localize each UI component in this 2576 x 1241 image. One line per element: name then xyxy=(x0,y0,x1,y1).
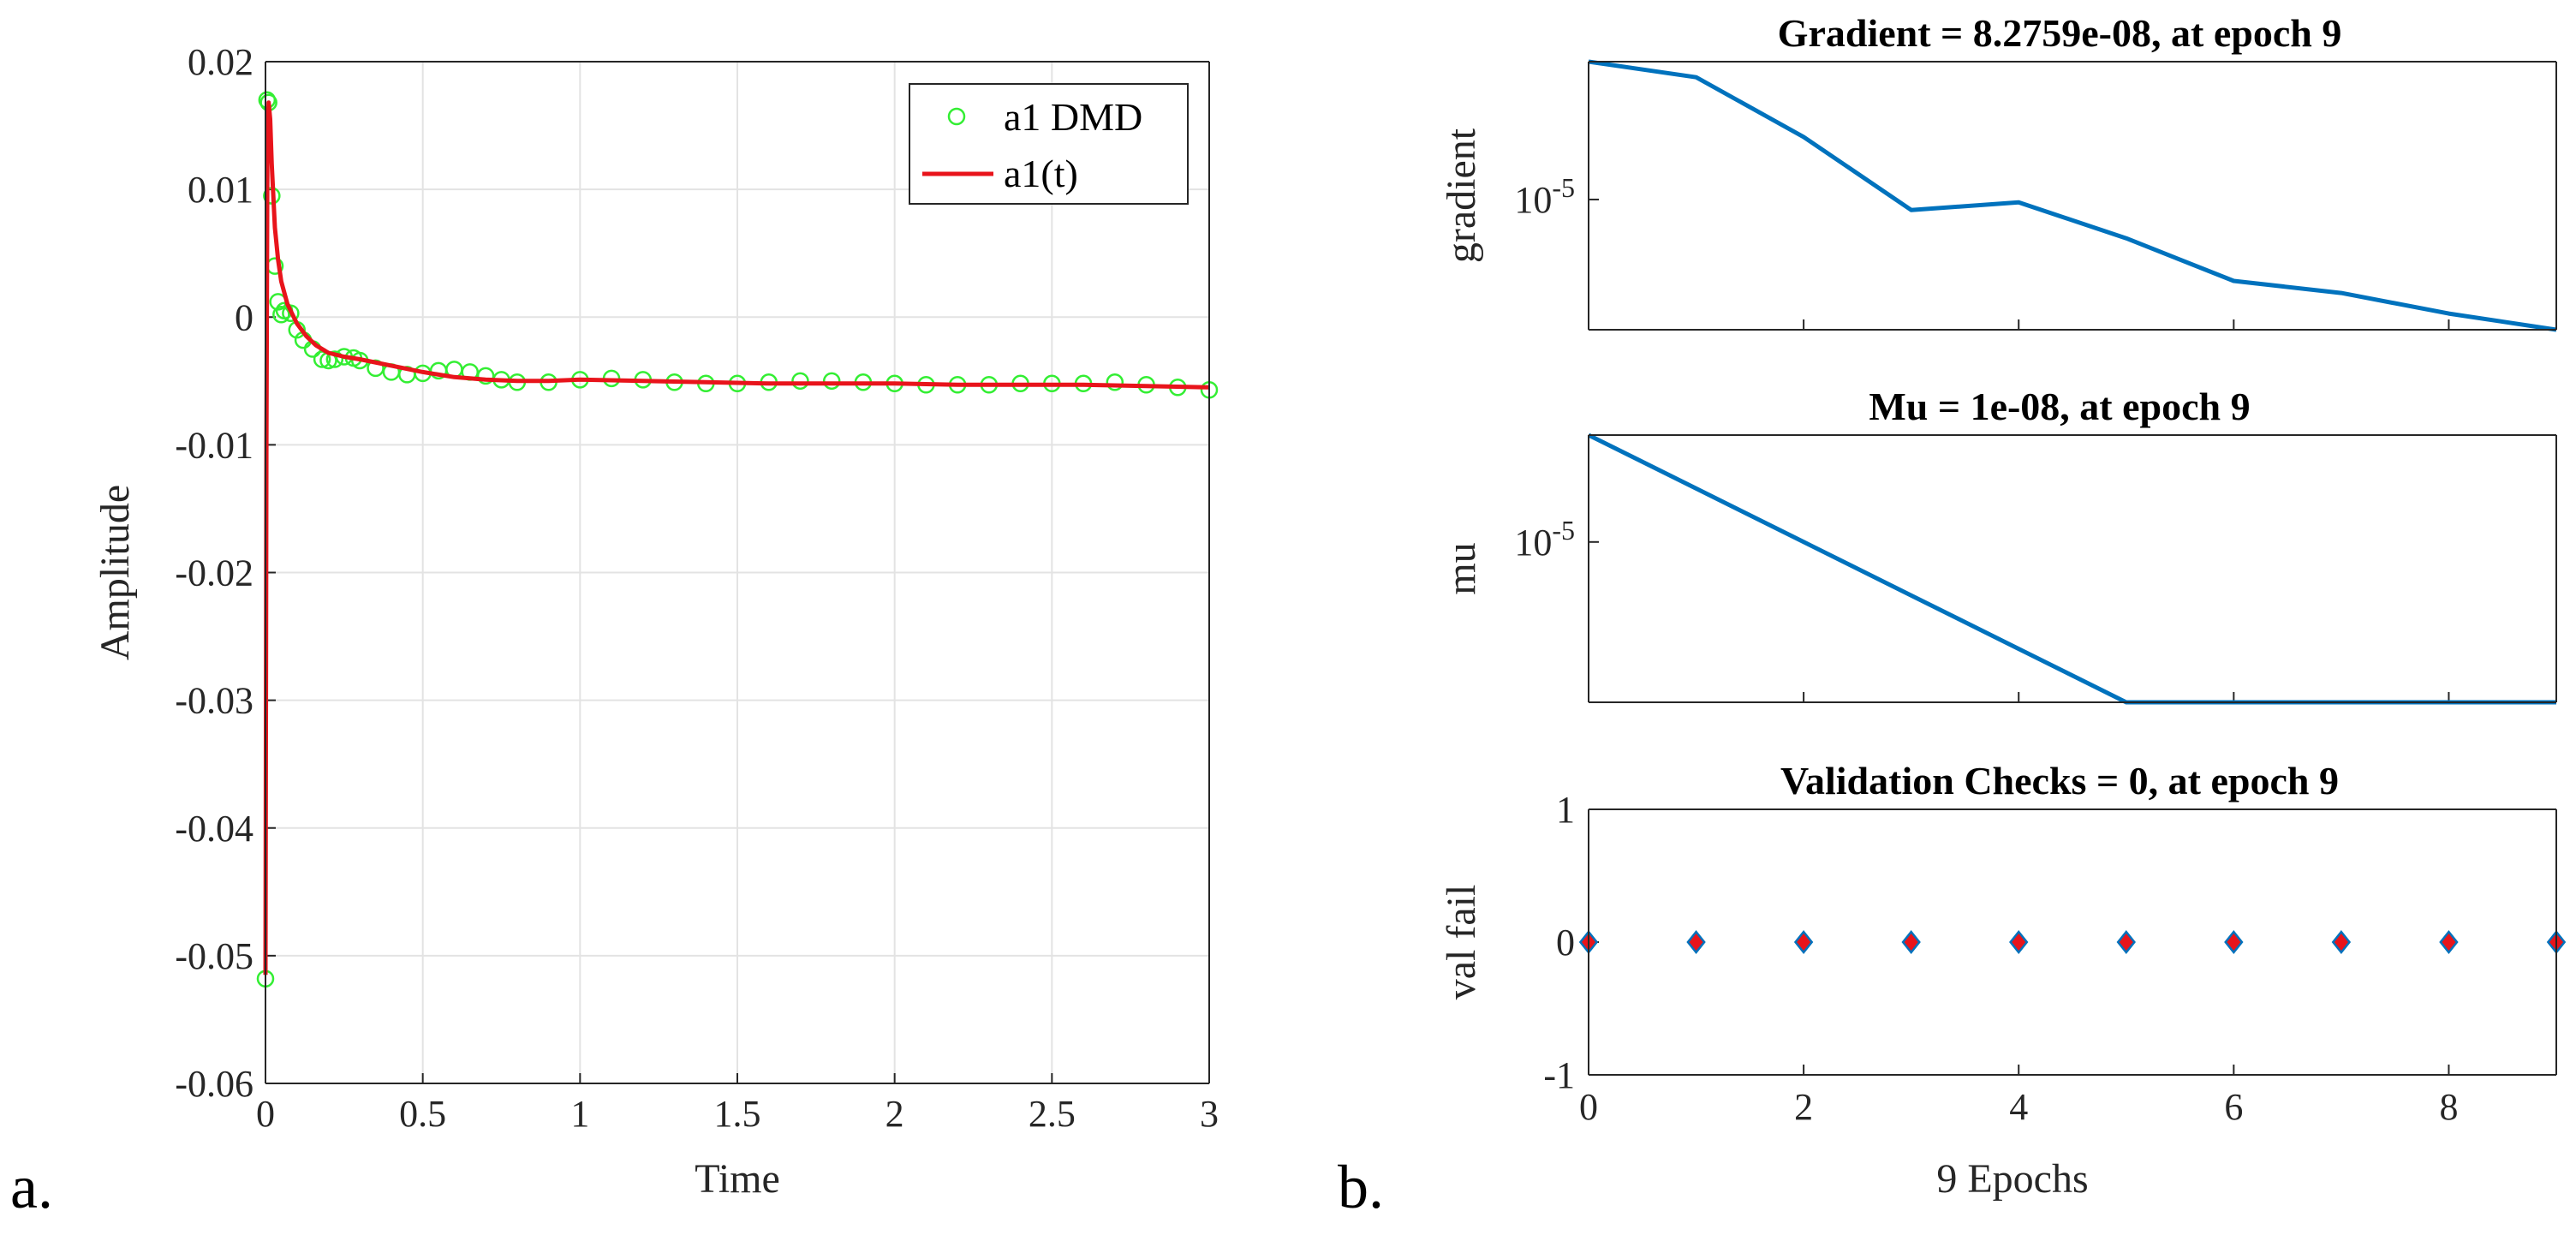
mu-y-axis-label: mu xyxy=(1439,542,1484,594)
panel-a-label: a. xyxy=(10,1153,53,1221)
val-fail-plot-area xyxy=(1589,809,2556,1075)
val-fail-y-tick-label: 0 xyxy=(1556,922,1575,964)
a1-dmd-point xyxy=(476,367,495,385)
val-fail-x-axis-label: 9 Epochs xyxy=(1936,1156,2088,1202)
val-fail-x-tick-label: 8 xyxy=(2439,1086,2458,1128)
val-fail-point xyxy=(2439,929,2459,955)
val-fail-point xyxy=(2224,929,2244,955)
a1-t-line xyxy=(263,100,1210,975)
amplitude-x-tick-label: 0 xyxy=(256,1093,275,1135)
val-fail-x-tick-label: 6 xyxy=(2224,1086,2243,1128)
val-fail-point xyxy=(1793,929,1814,955)
gradient-line xyxy=(1588,59,2557,332)
a1-dmd-point xyxy=(282,304,300,323)
gradient-chart: 10-5 Gradient = 8.2759e-08, at epoch 9 gra… xyxy=(1439,11,2557,332)
legend-dmd-marker xyxy=(947,107,966,126)
amplitude-y-tick-label: -0.03 xyxy=(175,680,253,722)
val-fail-y-tick-label: 1 xyxy=(1556,789,1575,831)
a1-dmd-point xyxy=(791,372,809,391)
amplitude-y-tick-label: -0.01 xyxy=(175,424,253,466)
gradient-title: Gradient = 8.2759e-08, at epoch 9 xyxy=(1778,11,2342,55)
val-fail-x-tick-label: 4 xyxy=(2009,1086,2028,1128)
amplitude-x-tick-label: 2 xyxy=(886,1093,904,1135)
amplitude-y-tick-label: -0.05 xyxy=(175,935,253,977)
val-fail-y-tick-label: -1 xyxy=(1543,1054,1575,1096)
gradient-plot-area xyxy=(1589,62,2556,330)
mu-title: Mu = 1e-08, at epoch 9 xyxy=(1869,385,2250,428)
gradient-y-tick-label: 10-5 xyxy=(1514,172,1575,221)
val-fail-point xyxy=(1901,929,1921,955)
mu-y-tick-label: 10-5 xyxy=(1514,515,1575,564)
amplitude-y-tick-label: 0.01 xyxy=(188,169,253,211)
val-fail-y-axis-label: val fail xyxy=(1439,885,1484,1000)
val-fail-point xyxy=(1686,929,1706,955)
amplitude-x-axis-label: Time xyxy=(695,1156,780,1202)
legend-dmd-label: a1 DMD xyxy=(1004,95,1142,139)
amplitude-x-tick-label: 0.5 xyxy=(399,1093,446,1135)
a1-dmd-point xyxy=(313,350,331,368)
a1-dmd-point xyxy=(325,350,344,368)
mu-chart: 10-5 Mu = 1e-08, at epoch 9 mu xyxy=(1439,385,2557,705)
a1-dmd-point xyxy=(272,306,290,324)
amplitude-y-tick-label: -0.06 xyxy=(175,1063,253,1105)
val-fail-x-tick-label: 0 xyxy=(1579,1086,1598,1128)
val-fail-title: Validation Checks = 0, at epoch 9 xyxy=(1780,759,2339,802)
legend-fit-label: a1(t) xyxy=(1004,152,1078,195)
a1-dmd-point xyxy=(1106,373,1124,391)
amplitude-x-tick-label: 1 xyxy=(570,1093,589,1135)
val-fail-point xyxy=(2331,929,2352,955)
panel-b-label: b. xyxy=(1338,1153,1384,1221)
amplitude-y-tick-label: 0 xyxy=(235,296,253,338)
val-fail-x-tick-label: 2 xyxy=(1794,1086,1813,1128)
amplitude-x-tick-label: 3 xyxy=(1200,1093,1219,1135)
a1-dmd-point xyxy=(822,372,841,391)
amplitude-y-tick-label: -0.04 xyxy=(175,808,253,850)
mu-plot-area xyxy=(1589,435,2556,702)
legend-box xyxy=(909,83,1189,205)
val-fail-point xyxy=(2116,929,2136,955)
amplitude-x-tick-label: 2.5 xyxy=(1029,1093,1076,1135)
val-fail-point xyxy=(2009,929,2029,955)
amplitude-chart: 0 0.5 1 1.5 2 2.5 3 0.02 0.01 0 -0.01 -0.02 -0.03 -0.… xyxy=(92,41,1219,1202)
amplitude-x-tick-label: 1.5 xyxy=(714,1093,761,1135)
amplitude-y-tick-label: -0.02 xyxy=(175,552,253,594)
gradient-y-axis-label: gradient xyxy=(1439,128,1484,263)
amplitude-y-tick-label: 0.02 xyxy=(188,41,253,83)
amplitude-y-axis-label: Amplitude xyxy=(92,485,138,660)
